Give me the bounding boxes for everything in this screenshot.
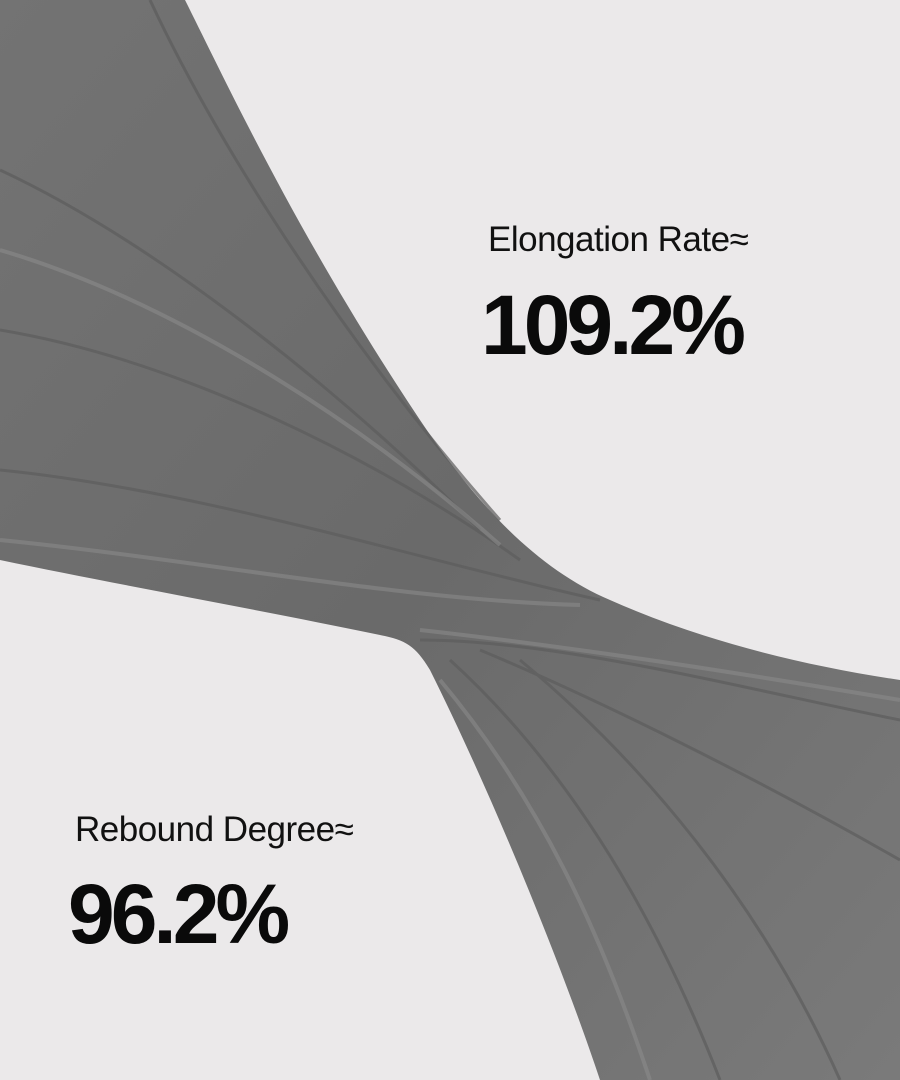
rebound-degree-value: 96.2%: [68, 867, 290, 961]
rebound-degree-label: Rebound Degree≈: [75, 810, 354, 849]
elongation-rate-value: 109.2%: [481, 278, 746, 372]
fabric-highlights: [0, 248, 900, 1080]
elongation-rate-label: Elongation Rate≈: [488, 220, 749, 259]
